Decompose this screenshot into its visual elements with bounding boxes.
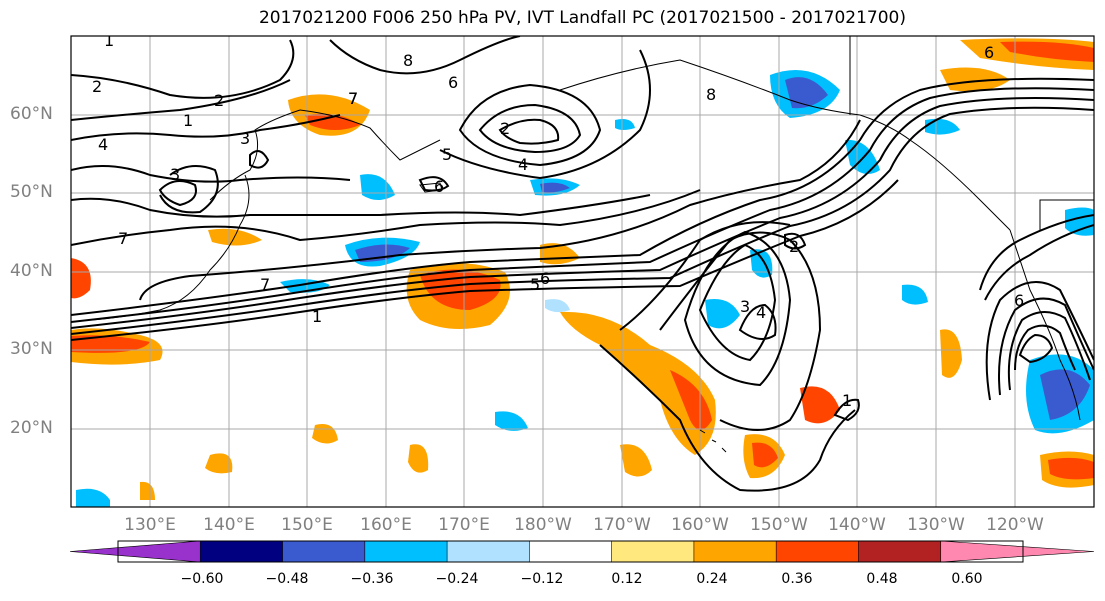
lat-label: 20°N [10, 418, 53, 438]
colorbar-tick-label: 0.48 [866, 571, 898, 587]
contour-label: 5 [442, 145, 452, 164]
contour-label: 3 [170, 165, 180, 184]
contour-label: 6 [448, 73, 458, 92]
contour-label: 2 [789, 237, 799, 256]
contour-label: 4 [98, 135, 108, 154]
contour-label: 7 [260, 275, 270, 294]
lon-label: 160°W [671, 515, 729, 535]
contour-label: 7 [348, 89, 358, 108]
contour-label: 2 [92, 77, 102, 96]
colorbar-tick-label: 0.12 [611, 571, 643, 587]
lon-label: 120°W [986, 515, 1044, 535]
map-frame [70, 35, 1095, 508]
contour-label: 6 [540, 269, 550, 288]
lat-label: 60°N [10, 104, 53, 124]
contour-label: 1 [104, 31, 114, 50]
contour-label: 3 [240, 129, 250, 148]
contour-label: 6 [984, 43, 994, 62]
contour-label: 3 [740, 297, 750, 316]
lon-label: 150°E [281, 515, 333, 535]
contour-label: 7 [348, 89, 358, 108]
contour-label: 5 [530, 275, 540, 294]
colorbar-tick-label: −0.36 [350, 571, 394, 587]
colorbar-tick-label: −0.24 [435, 571, 479, 587]
lat-label: 40°N [10, 261, 53, 281]
colorbar-tick-label: −0.60 [180, 571, 224, 587]
contour-label: 4 [518, 155, 528, 174]
colorbar-tick-label: 0.36 [781, 571, 813, 587]
lon-label: 170°W [593, 515, 651, 535]
contour-label: 1 [183, 111, 193, 130]
contour-label: 8 [403, 51, 413, 70]
lon-label: 130°E [124, 515, 176, 535]
lat-label: 50°N [10, 182, 53, 202]
contour-label: 7 [118, 229, 128, 248]
lon-label: 150°W [750, 515, 808, 535]
pv-contours [71, 36, 1094, 492]
lon-label: 170°E [438, 515, 490, 535]
contour-label: 6 [434, 177, 444, 196]
contour-label: 8 [706, 85, 716, 104]
lon-label: 130°W [907, 515, 965, 535]
lon-label: 140°W [828, 515, 886, 535]
contour-label: 1 [312, 307, 322, 326]
colorbar-tick-label: 0.60 [951, 571, 983, 587]
colorbar-tick-label: 0.24 [696, 571, 728, 587]
lon-label: 140°E [203, 515, 255, 535]
contour-label: 4 [756, 303, 766, 322]
contour-labels: 1 2 4 8 6 7 5 3 2 7 6 5 6 2 3 4 1 6 7 4 … [92, 31, 1024, 410]
contour-label: 2 [500, 119, 510, 138]
map-title: 2017021200 F006 250 hPa PV, IVT Landfall… [258, 8, 906, 28]
lon-label: 160°E [360, 515, 412, 535]
lon-label: 180°W [514, 515, 572, 535]
contour-label: 2 [214, 91, 224, 110]
contour-label: 6 [1014, 291, 1024, 310]
lat-label: 30°N [10, 339, 53, 359]
colorbar-tick-label: −0.12 [520, 571, 564, 587]
colorbar-tick-label: −0.48 [265, 571, 309, 587]
contour-label: 1 [842, 391, 852, 410]
